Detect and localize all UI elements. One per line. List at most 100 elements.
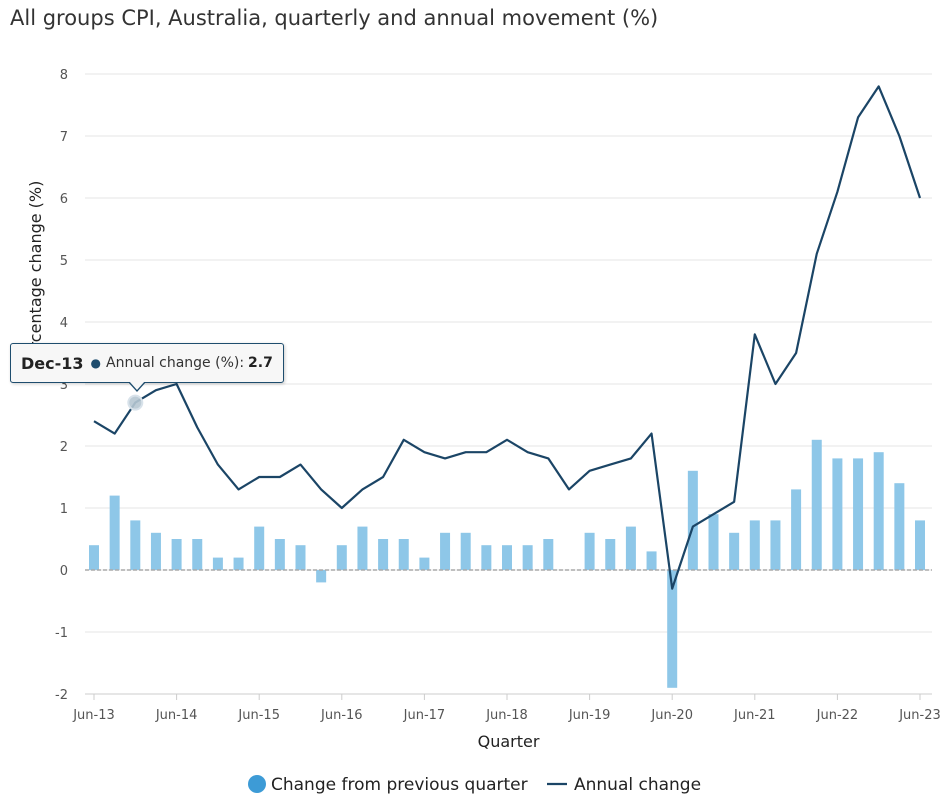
legend-annual-label[interactable]: Annual change: [574, 775, 701, 795]
x-tick-label: Jun-16: [320, 708, 363, 723]
annual-point-Dec-15[interactable]: [297, 461, 305, 469]
bar-Sep-18[interactable]: [522, 545, 533, 570]
annual-point-Jun-22[interactable]: [833, 188, 841, 196]
bar-Mar-15[interactable]: [233, 557, 244, 570]
bar-Jun-13[interactable]: [89, 545, 99, 570]
y-tick-label: 0: [60, 564, 68, 579]
bar-Mar-17[interactable]: [398, 539, 409, 570]
bar-Dec-14[interactable]: [212, 557, 223, 570]
tooltip-arrow-fill: [129, 381, 145, 390]
bar-Jun-15[interactable]: [254, 526, 265, 570]
annual-point-Jun-18[interactable]: [503, 436, 511, 444]
annual-point-Dec-14[interactable]: [214, 461, 222, 469]
bar-Jun-19[interactable]: [584, 532, 595, 570]
bar-Jun-16[interactable]: [336, 545, 347, 570]
bar-Jun-17[interactable]: [419, 557, 430, 570]
legend[interactable]: Change from previous quarter Annual chan…: [248, 775, 701, 795]
y-tick-label: -2: [55, 688, 68, 703]
annual-point-Sep-17[interactable]: [441, 454, 449, 462]
bar-Mar-20[interactable]: [646, 551, 657, 570]
bar-Mar-16[interactable]: [316, 570, 327, 583]
annual-point-Dec-19[interactable]: [627, 454, 635, 462]
annual-point-Sep-20[interactable]: [689, 523, 697, 531]
annual-point-Sep-16[interactable]: [358, 485, 366, 493]
annual-point-Dec-21[interactable]: [792, 349, 800, 357]
bar-Dec-18[interactable]: [543, 539, 554, 570]
y-tick-label: 1: [60, 502, 68, 517]
annual-point-Mar-22[interactable]: [813, 250, 821, 258]
y-tick-label: 8: [60, 68, 68, 83]
annual-point-Dec-17[interactable]: [462, 448, 470, 456]
bar-Sep-15[interactable]: [274, 539, 285, 570]
annual-point-Sep-14[interactable]: [193, 423, 201, 431]
annual-point-Mar-14[interactable]: [152, 386, 160, 394]
legend-quarterly-label[interactable]: Change from previous quarter: [271, 775, 528, 795]
annual-point-Jun-17[interactable]: [420, 448, 428, 456]
annual-point-Mar-20[interactable]: [648, 430, 656, 438]
bar-Dec-16[interactable]: [378, 539, 389, 570]
quarterly-bars: [89, 439, 925, 688]
bar-Jun-23[interactable]: [915, 520, 925, 570]
annual-point-Jun-19[interactable]: [586, 467, 594, 475]
y-tick-label: 2: [60, 440, 68, 455]
bar-Sep-20[interactable]: [687, 470, 698, 570]
annual-point-Jun-15[interactable]: [255, 473, 263, 481]
annual-point-Dec-16[interactable]: [379, 473, 387, 481]
bar-Dec-20[interactable]: [708, 514, 719, 570]
annual-point-Mar-17[interactable]: [400, 436, 408, 444]
bar-Sep-13[interactable]: [109, 495, 120, 570]
y-tick-label: -1: [55, 626, 68, 641]
bar-Dec-17[interactable]: [460, 532, 471, 570]
x-axis-ticks: Jun-13 Jun-14 Jun-15 Jun-16 Jun-17 Jun-18 Jun-…: [72, 694, 941, 723]
bar-Jun-22[interactable]: [832, 458, 843, 570]
y-tick-label: 4: [60, 316, 68, 331]
bar-Sep-21[interactable]: [770, 520, 781, 570]
annual-point-Dec-18[interactable]: [544, 454, 552, 462]
annual-point-Mar-16[interactable]: [317, 485, 325, 493]
annual-point-Sep-21[interactable]: [771, 380, 779, 388]
chart-title: All groups CPI, Australia, quarterly and…: [10, 6, 659, 30]
annual-point-Dec-22[interactable]: [875, 82, 883, 90]
bar-Sep-19[interactable]: [605, 539, 616, 570]
bar-Sep-22[interactable]: [853, 458, 864, 570]
bar-Jun-14[interactable]: [171, 539, 182, 570]
annual-point-Jun-13[interactable]: [90, 417, 98, 425]
bar-Jun-18[interactable]: [502, 545, 512, 570]
y-tick-label: 7: [60, 130, 68, 145]
annual-point-Jun-16[interactable]: [338, 504, 346, 512]
y-axis-ticks: 8 7 6 5 4 3 2 1 0 -1 -2: [55, 68, 68, 703]
bar-Jun-21[interactable]: [749, 520, 760, 570]
hover-point-marker: [127, 394, 144, 411]
annual-point-Sep-13[interactable]: [111, 430, 119, 438]
annual-point-Jun-23[interactable]: [916, 194, 924, 202]
bar-Mar-21[interactable]: [729, 532, 740, 570]
annual-point-Sep-19[interactable]: [606, 461, 614, 469]
annual-point-Sep-18[interactable]: [524, 448, 532, 456]
annual-point-Mar-23[interactable]: [895, 132, 903, 140]
bar-Mar-18[interactable]: [481, 545, 492, 570]
bar-Dec-19[interactable]: [625, 526, 636, 570]
annual-point-Sep-15[interactable]: [276, 473, 284, 481]
bar-Dec-21[interactable]: [791, 489, 802, 570]
annual-point-Mar-21[interactable]: [730, 498, 738, 506]
bar-Dec-13[interactable]: [130, 520, 141, 570]
annual-point-Jun-20[interactable]: [668, 585, 676, 593]
bar-Dec-15[interactable]: [295, 545, 306, 570]
annual-point-Dec-20[interactable]: [710, 510, 718, 518]
bar-Sep-17[interactable]: [440, 532, 451, 570]
bar-Mar-22[interactable]: [811, 439, 822, 570]
legend-quarterly-marker[interactable]: [248, 775, 266, 793]
bar-Jun-20[interactable]: [667, 570, 678, 688]
annual-point-Jun-21[interactable]: [751, 330, 759, 338]
x-tick-label: Jun-15: [237, 708, 280, 723]
bar-Sep-14[interactable]: [192, 539, 203, 570]
bar-Mar-14[interactable]: [150, 532, 161, 570]
annual-point-Mar-19[interactable]: [565, 485, 573, 493]
bar-Dec-22[interactable]: [873, 452, 884, 570]
annual-point-Mar-15[interactable]: [235, 485, 243, 493]
annual-point-Mar-18[interactable]: [482, 448, 490, 456]
annual-point-Sep-22[interactable]: [854, 113, 862, 121]
bar-Mar-23[interactable]: [894, 483, 905, 570]
bar-Sep-16[interactable]: [357, 526, 368, 570]
